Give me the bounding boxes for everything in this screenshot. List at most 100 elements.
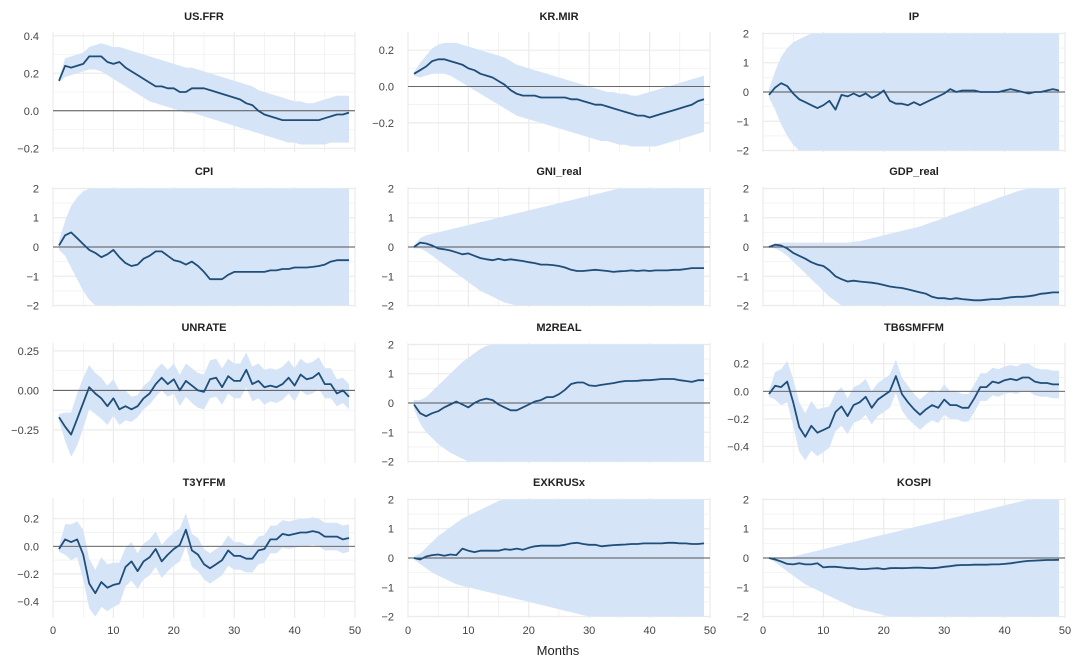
y-tick-label: 0.2: [734, 359, 749, 371]
y-tick-label: 0: [388, 242, 394, 254]
y-tick-label: −0.2: [372, 118, 394, 130]
x-tick-label: 30: [938, 625, 950, 637]
y-tick-label: −0.4: [17, 596, 39, 608]
y-tick-label: 0.2: [24, 514, 39, 526]
y-tick-label: 0: [743, 553, 749, 565]
y-tick-label: 1: [743, 58, 749, 70]
response-line: [768, 557, 1060, 570]
y-tick-label: −2: [26, 301, 39, 313]
x-tick-label: 20: [168, 625, 180, 637]
x-tick-label: 40: [288, 625, 300, 637]
y-tick-label: −1: [381, 427, 394, 439]
panel-title: CPI: [195, 166, 213, 178]
y-tick-label: −0.2: [17, 143, 39, 155]
confidence-band: [59, 43, 349, 145]
y-tick-label: 0: [743, 242, 749, 254]
x-tick-label: 40: [998, 625, 1010, 637]
y-tick-label: 0: [33, 242, 39, 254]
panel-t3yffm: T3YFFM −0.4 −0.2 0.0 0.2 0 10 20 30 40 50: [17, 477, 361, 637]
y-tick-label: −1: [736, 582, 749, 594]
panel-us-ffr: US.FFR −0.2 0.0 0.2 0.4: [17, 11, 356, 155]
y-tick-label: −2: [381, 301, 394, 313]
panel-m2real: M2REAL −2 −1 0 1 2: [381, 322, 711, 469]
y-tick-label: 1: [388, 524, 394, 536]
y-tick-label: 0: [743, 87, 749, 99]
y-tick-label: −1: [381, 582, 394, 594]
y-tick-label: −2: [381, 457, 394, 469]
y-tick-label: 1: [743, 213, 749, 225]
panel-gdp-real: GDP_real −2 −1 0 1 2: [736, 166, 1066, 313]
panel-ip: IP −2 −1 0 1 2: [736, 11, 1066, 158]
y-tick-label: 2: [743, 28, 749, 40]
panel-title: KOSPI: [897, 477, 931, 489]
panel-kr-mir: KR.MIR −0.2 0.0 0.2: [372, 11, 711, 152]
y-tick-label: −2: [736, 301, 749, 313]
response-line: [768, 243, 1059, 302]
x-tick-label: 30: [228, 625, 240, 637]
panels-container: US.FFR −0.2 0.0 0.2 0.4 KR.MIR −0.2 0.0 0.2 IP −2 −…: [11, 11, 1071, 637]
response-line: [413, 241, 704, 273]
panel-unrate: UNRATE −0.25 0.00 0.25: [11, 322, 356, 463]
y-tick-label: 2: [388, 494, 394, 506]
panel-title: M2REAL: [536, 322, 582, 334]
panel-tb6smffm: TB6SMFFM −0.4 −0.2 0.0 0.2: [727, 322, 1066, 463]
y-tick-label: −0.2: [17, 569, 39, 581]
panel-title: KR.MIR: [539, 11, 578, 23]
panel-title: GDP_real: [889, 166, 939, 178]
y-tick-label: 1: [743, 524, 749, 536]
y-tick-label: 1: [33, 213, 39, 225]
confidence-band: [59, 352, 349, 457]
x-tick-label: 10: [107, 625, 119, 637]
panel-title: EXKRUSx: [533, 477, 586, 489]
response-line: [768, 82, 1060, 111]
panel-cpi: CPI −2 −1 0 1 2: [26, 166, 356, 313]
response-line: [413, 378, 704, 418]
y-tick-label: 0.2: [379, 45, 394, 57]
y-tick-label: 0.00: [18, 385, 39, 397]
y-tick-label: −2: [736, 146, 749, 158]
panel-title: TB6SMFFM: [884, 322, 944, 334]
x-tick-label: 50: [1059, 625, 1071, 637]
y-tick-label: 2: [388, 183, 394, 195]
x-tick-label: 30: [583, 625, 595, 637]
y-tick-label: −1: [736, 116, 749, 128]
response-line: [58, 368, 350, 436]
x-tick-label: 0: [405, 625, 411, 637]
x-tick-label: 50: [349, 625, 361, 637]
y-tick-label: −0.4: [727, 441, 749, 453]
y-tick-label: 0.4: [24, 31, 39, 43]
y-tick-label: 2: [33, 183, 39, 195]
y-tick-label: 0.0: [24, 541, 39, 553]
panel-title: US.FFR: [184, 11, 224, 23]
x-tick-label: 0: [50, 625, 56, 637]
panel-gni-real: GNI_real −2 −1 0 1 2: [381, 166, 711, 313]
x-tick-label: 40: [643, 625, 655, 637]
y-tick-label: 2: [743, 494, 749, 506]
y-tick-label: −1: [381, 271, 394, 283]
y-tick-label: 0.2: [24, 68, 39, 80]
y-tick-label: 0.0: [734, 386, 749, 398]
x-tick-label: 20: [523, 625, 535, 637]
panel-title: T3YFFM: [183, 477, 226, 489]
panel-title: UNRATE: [181, 322, 226, 334]
panel-title: IP: [909, 11, 919, 23]
x-tick-label: 10: [817, 625, 829, 637]
y-tick-label: 1: [388, 213, 394, 225]
y-tick-label: 0.0: [24, 106, 39, 118]
response-line: [413, 58, 705, 119]
panel-title: GNI_real: [536, 166, 581, 178]
y-tick-label: 2: [388, 339, 394, 351]
y-tick-label: 1: [388, 369, 394, 381]
x-tick-label: 0: [760, 625, 766, 637]
x-axis-label: Months: [537, 643, 580, 658]
response-line: [413, 541, 705, 561]
confidence-band: [414, 42, 704, 147]
response-line: [58, 528, 350, 595]
y-tick-label: −2: [736, 612, 749, 624]
y-tick-label: −0.2: [727, 414, 749, 426]
y-tick-label: 0.0: [379, 82, 394, 94]
y-tick-label: −1: [26, 271, 39, 283]
